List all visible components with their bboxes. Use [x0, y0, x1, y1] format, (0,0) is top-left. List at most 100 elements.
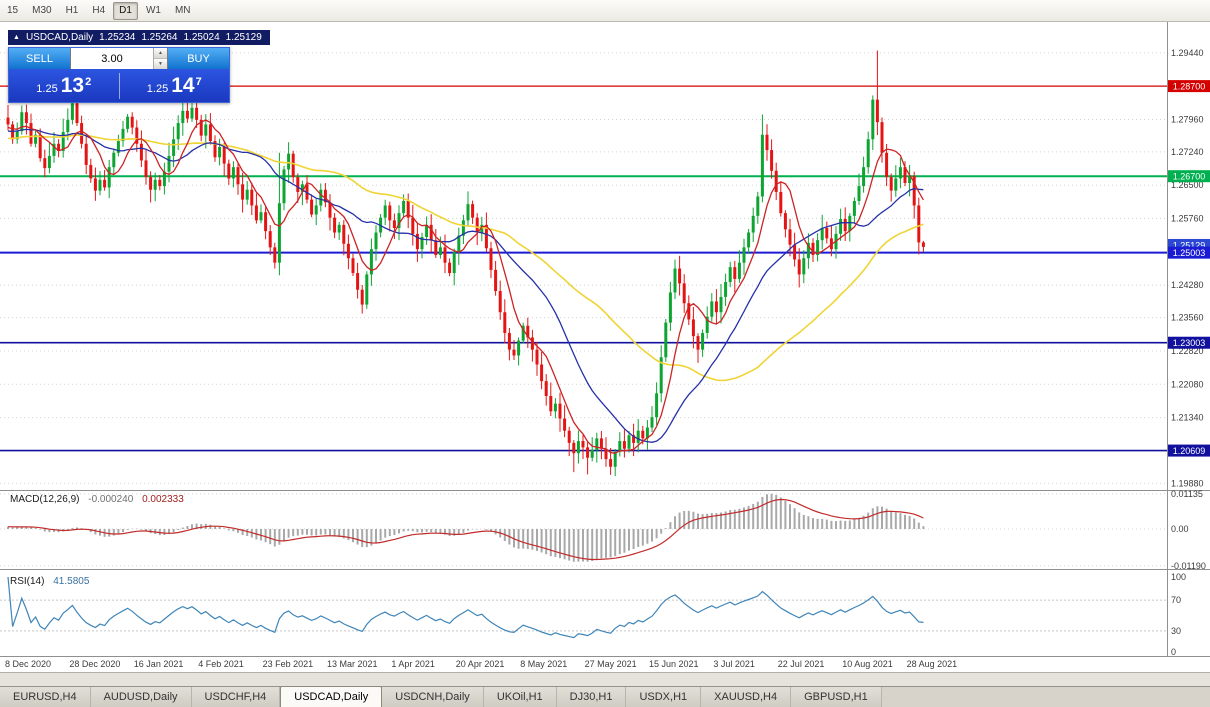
- chart-window-title: ▲ USDCAD,Daily 1.25234 1.25264 1.25024 1…: [8, 30, 270, 45]
- sell-button[interactable]: SELL: [9, 48, 70, 69]
- macd-signal-line: [7, 498, 924, 561]
- svg-text:8 May 2021: 8 May 2021: [520, 659, 567, 669]
- chart-tab-EURUSD-H4[interactable]: EURUSD,H4: [0, 687, 91, 707]
- svg-text:4 Feb 2021: 4 Feb 2021: [198, 659, 244, 669]
- svg-text:13 Mar 2021: 13 Mar 2021: [327, 659, 378, 669]
- horizontal-scrollbar[interactable]: [0, 672, 1210, 686]
- time-axis-labels: 8 Dec 2020 28 Dec 2020 16 Jan 2021 4 Feb 20…: [5, 659, 957, 669]
- chart-tab-GBPUSD-H1[interactable]: GBPUSD,H1: [791, 687, 882, 707]
- buy-button[interactable]: BUY: [168, 48, 229, 69]
- rsi-line: [7, 576, 924, 639]
- timeframe-button-H4[interactable]: H4: [86, 2, 111, 20]
- volume-control[interactable]: 3.00 ▲ ▼: [70, 48, 168, 69]
- svg-text:100: 100: [1171, 572, 1186, 582]
- sell-price-big: 13: [60, 74, 85, 97]
- ohlc-close: 1.25129: [225, 32, 262, 43]
- svg-text:28 Aug 2021: 28 Aug 2021: [907, 659, 958, 669]
- chart-tab-DJ30-H1[interactable]: DJ30,H1: [556, 687, 627, 707]
- svg-text:23 Feb 2021: 23 Feb 2021: [263, 659, 314, 669]
- svg-text:20 Apr 2021: 20 Apr 2021: [456, 659, 505, 669]
- volume-increase-button[interactable]: ▲: [154, 48, 167, 59]
- svg-text:0: 0: [1171, 647, 1176, 657]
- chart-tab-USDCHF-H4[interactable]: USDCHF,H4: [191, 687, 281, 707]
- svg-text:10 Aug 2021: 10 Aug 2021: [842, 659, 893, 669]
- chart-tab-UKOil-H1[interactable]: UKOil,H1: [483, 687, 557, 707]
- sell-price-display[interactable]: 1.25 13 2: [9, 75, 119, 96]
- volume-spinner: ▲ ▼: [153, 48, 167, 69]
- svg-text:-0.01190: -0.01190: [1171, 561, 1206, 571]
- chart-tab-XAUUSD-H4[interactable]: XAUUSD,H4: [701, 687, 792, 707]
- chart-symbol-period: USDCAD,Daily: [25, 32, 94, 43]
- ohlc-low: 1.25024: [183, 32, 220, 43]
- timeframe-toolbar: 15 M30 H1 H4 D1 W1 MN: [0, 0, 1210, 22]
- svg-text:27 May 2021: 27 May 2021: [585, 659, 637, 669]
- one-click-trading-panel: SELL 3.00 ▲ ▼ BUY 1.25 13 2 1.25 14 7: [8, 47, 230, 103]
- svg-text:0.01135: 0.01135: [1171, 489, 1203, 499]
- svg-text:1.23003: 1.23003: [1173, 338, 1206, 348]
- svg-text:8 Dec 2020: 8 Dec 2020: [5, 659, 51, 669]
- macd-pane-label: MACD(12,26,9) -0.000240 0.002333: [10, 494, 184, 505]
- timeframe-button-15[interactable]: 15: [1, 2, 24, 20]
- svg-text:1.21340: 1.21340: [1171, 413, 1204, 423]
- moving-averages: [7, 119, 924, 454]
- svg-text:1.27240: 1.27240: [1171, 147, 1204, 157]
- main-grid: [0, 52, 1167, 484]
- rsi-pane-label: RSI(14) 41.5805: [10, 576, 90, 587]
- svg-text:1.29440: 1.29440: [1171, 48, 1204, 58]
- chart-tabs-bar: EURUSD,H4 AUDUSD,Daily USDCHF,H4 USDCAD,Dai…: [0, 686, 1210, 707]
- timeframe-button-H1[interactable]: H1: [60, 2, 85, 20]
- svg-text:1.24280: 1.24280: [1171, 280, 1204, 290]
- svg-text:1.28700: 1.28700: [1173, 82, 1206, 92]
- svg-text:1.25003: 1.25003: [1173, 248, 1206, 258]
- sell-price-pip: 2: [85, 76, 92, 88]
- buy-price-pip: 7: [195, 76, 202, 88]
- svg-text:16 Jan 2021: 16 Jan 2021: [134, 659, 184, 669]
- candlestick-series: [6, 50, 925, 477]
- svg-text:1.26700: 1.26700: [1173, 172, 1206, 182]
- svg-text:0.00: 0.00: [1171, 524, 1189, 534]
- svg-text:1.19880: 1.19880: [1171, 478, 1204, 488]
- buy-price-display[interactable]: 1.25 14 7: [120, 75, 230, 96]
- ohlc-open: 1.25234: [99, 32, 136, 43]
- svg-text:70: 70: [1171, 595, 1181, 605]
- timeframe-button-D1[interactable]: D1: [113, 1, 138, 20]
- svg-text:3 Jul 2021: 3 Jul 2021: [713, 659, 755, 669]
- svg-text:30: 30: [1171, 626, 1181, 636]
- svg-text:1.26500: 1.26500: [1171, 180, 1204, 190]
- timeframe-button-M30[interactable]: M30: [26, 2, 57, 20]
- chart-tab-USDX-H1[interactable]: USDX,H1: [626, 687, 702, 707]
- macd-grid: [0, 493, 1167, 567]
- collapse-icon[interactable]: ▲: [13, 34, 20, 41]
- svg-text:15 Jun 2021: 15 Jun 2021: [649, 659, 699, 669]
- svg-text:28 Dec 2020: 28 Dec 2020: [69, 659, 120, 669]
- timeframe-button-W1[interactable]: W1: [140, 2, 167, 20]
- svg-text:1.22820: 1.22820: [1171, 346, 1204, 356]
- svg-text:1.23560: 1.23560: [1171, 313, 1204, 323]
- ohlc-high: 1.25264: [141, 32, 178, 43]
- svg-text:1.22080: 1.22080: [1171, 379, 1204, 389]
- trade-controls-row: SELL 3.00 ▲ ▼ BUY: [9, 48, 229, 69]
- svg-text:1.27960: 1.27960: [1171, 114, 1204, 124]
- svg-text:1 Apr 2021: 1 Apr 2021: [391, 659, 435, 669]
- chart-graphics: 1.29440 1.27960 1.27240 1.26500 1.25760 1.242…: [0, 22, 1210, 669]
- price-divider: [118, 72, 120, 99]
- timeframe-button-MN[interactable]: MN: [169, 2, 197, 20]
- svg-text:1.25760: 1.25760: [1171, 214, 1204, 224]
- svg-text:1.25129: 1.25129: [1173, 240, 1206, 250]
- macd-histogram: [7, 493, 925, 562]
- chart-tab-USDCNH-Daily[interactable]: USDCNH,Daily: [382, 687, 484, 707]
- rsi-grid: [0, 599, 1167, 632]
- volume-value[interactable]: 3.00: [101, 52, 123, 65]
- volume-decrease-button[interactable]: ▼: [154, 59, 167, 69]
- svg-text:22 Jul 2021: 22 Jul 2021: [778, 659, 825, 669]
- trade-prices-row: 1.25 13 2 1.25 14 7: [9, 69, 229, 102]
- svg-text:1.20609: 1.20609: [1173, 446, 1206, 456]
- price-badges: 1.25129 1.28700 1.26700 1.25003 1.23003 1.206…: [1168, 80, 1210, 457]
- chart-tab-USDCAD-Daily[interactable]: USDCAD,Daily: [280, 686, 383, 707]
- price-axis-labels: 1.29440 1.27960 1.27240 1.26500 1.25760 1.242…: [1171, 48, 1206, 657]
- buy-price-prefix: 1.25: [146, 83, 169, 95]
- buy-price-big: 14: [171, 74, 195, 97]
- sell-price-prefix: 1.25: [36, 83, 58, 95]
- chart-tab-AUDUSD-Daily[interactable]: AUDUSD,Daily: [90, 687, 192, 707]
